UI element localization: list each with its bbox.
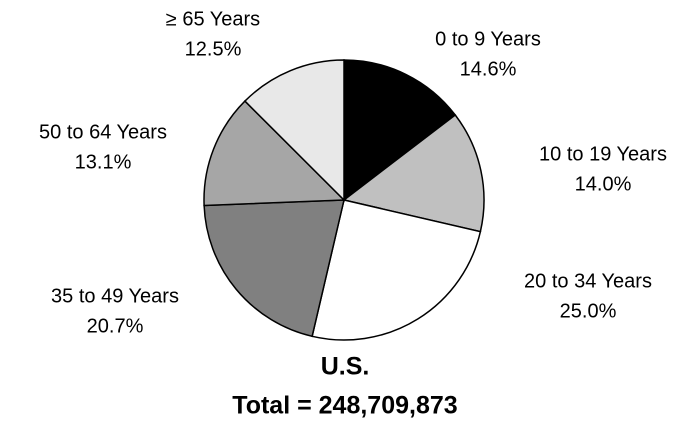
pie-slice bbox=[343, 59, 457, 202]
pie-slice bbox=[342, 113, 485, 233]
pie-slice bbox=[243, 59, 345, 202]
chart-title: U.S. bbox=[321, 353, 370, 381]
slice-label: 0 to 9 Years bbox=[435, 28, 541, 50]
slice-label: 10 to 19 Years bbox=[539, 143, 667, 165]
pie-slice bbox=[203, 100, 346, 207]
slice-value: 20.7% bbox=[87, 315, 144, 337]
pie-slice bbox=[311, 199, 482, 341]
slice-label: 50 to 64 Years bbox=[39, 121, 167, 143]
slice-label: 35 to 49 Years bbox=[51, 285, 179, 307]
slice-value: 12.5% bbox=[185, 38, 242, 60]
chart-subtitle: Total = 248,709,873 bbox=[232, 392, 457, 420]
slice-value: 25.0% bbox=[560, 300, 617, 322]
slice-value: 13.1% bbox=[75, 151, 132, 173]
pie-slice bbox=[203, 199, 345, 338]
slice-value: 14.6% bbox=[460, 58, 517, 80]
slice-label: ≥ 65 Years bbox=[166, 8, 260, 30]
slice-label: 20 to 34 Years bbox=[524, 270, 652, 292]
slice-value: 14.0% bbox=[575, 173, 632, 195]
